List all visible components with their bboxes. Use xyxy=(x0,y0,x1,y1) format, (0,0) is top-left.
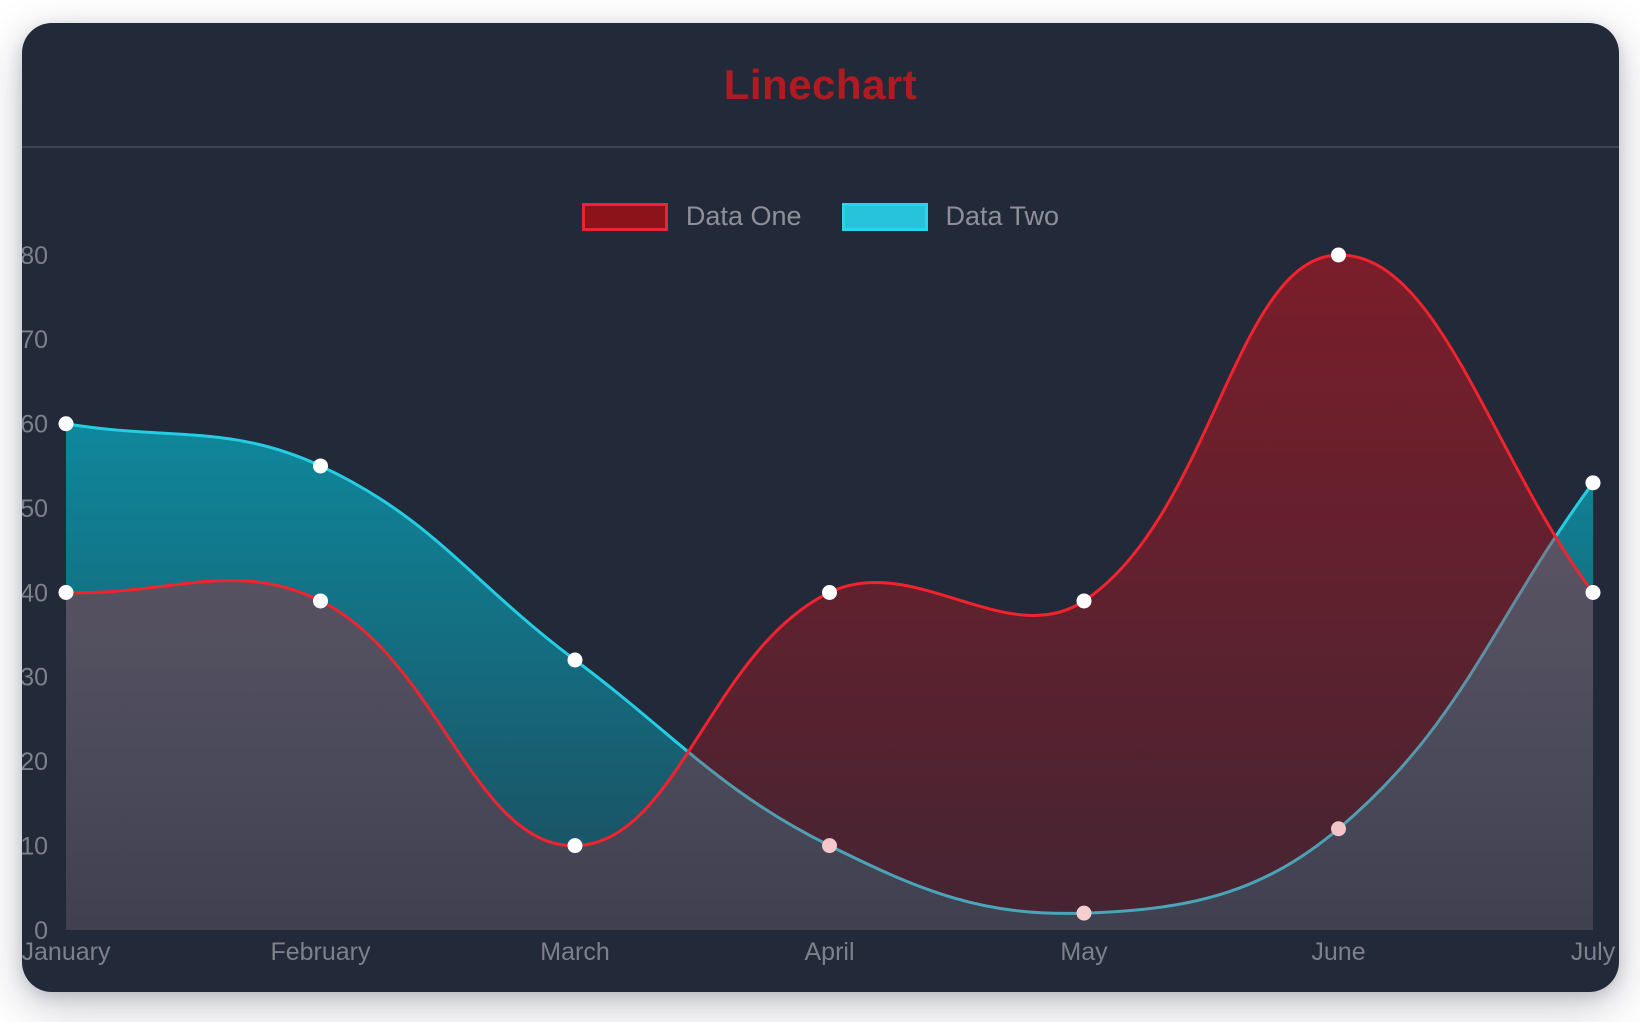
data-point-data-one[interactable] xyxy=(1585,585,1601,600)
y-axis-tick: 40 xyxy=(22,579,48,607)
legend-label-data-one: Data One xyxy=(685,201,802,231)
data-point-data-one[interactable] xyxy=(567,838,583,854)
y-axis-tick: 30 xyxy=(22,664,48,692)
x-axis-label: July xyxy=(1571,938,1616,966)
x-axis-label: February xyxy=(270,938,371,966)
y-axis-tick: 80 xyxy=(22,242,48,270)
series-line-data-one xyxy=(64,253,1595,848)
chart-legend: Data One Data Two xyxy=(22,201,1619,232)
x-axis-label: April xyxy=(804,938,854,966)
data-point-data-two[interactable] xyxy=(58,416,74,432)
data-point-data-one[interactable] xyxy=(1076,593,1092,609)
x-axis-label: June xyxy=(1311,938,1365,966)
line-chart: 0 10 20 30 40 50 60 70 80 January February March Apr… xyxy=(22,242,1616,966)
legend-swatch-data-one xyxy=(581,202,668,231)
data-point-data-one[interactable] xyxy=(1331,247,1346,263)
x-axis-label: March xyxy=(540,938,609,966)
y-axis-tick: 20 xyxy=(22,748,48,776)
legend-item-data-two[interactable]: Data Two xyxy=(841,201,1060,232)
y-axis-tick: 10 xyxy=(22,832,48,860)
y-axis-tick: 50 xyxy=(22,495,48,523)
legend-swatch-data-two xyxy=(841,202,928,231)
series-area-data-one xyxy=(66,254,1593,931)
data-point-data-two[interactable] xyxy=(313,458,328,474)
data-point-data-two[interactable] xyxy=(567,652,583,668)
x-axis-label: January xyxy=(22,938,111,966)
title-bar: Linechart xyxy=(22,23,1619,148)
y-axis-tick: 70 xyxy=(22,326,48,354)
y-axis-tick: 0 xyxy=(34,917,48,945)
page-title: Linechart xyxy=(723,60,918,108)
data-point-data-one[interactable] xyxy=(313,593,328,609)
x-axis-label: May xyxy=(1060,938,1108,966)
data-point-data-one[interactable] xyxy=(822,585,837,600)
legend-item-data-one[interactable]: Data One xyxy=(581,201,802,232)
data-point-data-one[interactable] xyxy=(58,585,74,600)
data-point-data-two[interactable] xyxy=(1585,475,1601,491)
legend-label-data-two: Data Two xyxy=(945,201,1060,231)
y-axis-tick: 60 xyxy=(22,411,48,439)
chart-card: Linechart 0 10 20 30 40 50 60 70 80 January Februa… xyxy=(22,23,1619,992)
